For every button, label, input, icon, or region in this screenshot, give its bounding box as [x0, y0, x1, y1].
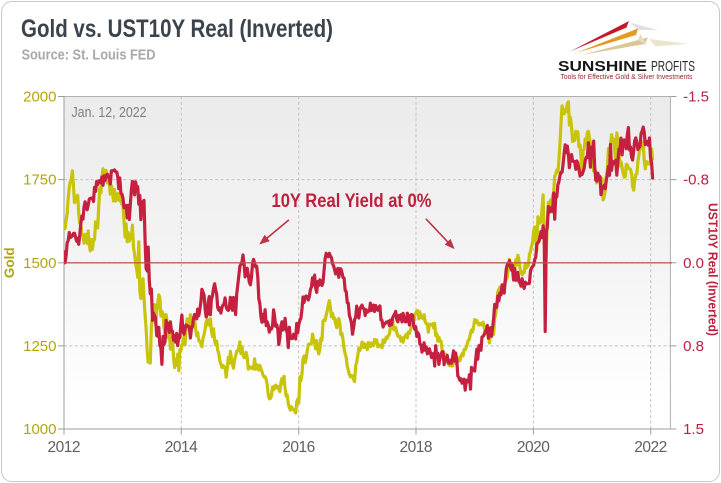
- svg-text:2014: 2014: [165, 439, 198, 456]
- svg-text:1250: 1250: [23, 338, 56, 355]
- svg-text:1500: 1500: [23, 255, 56, 272]
- svg-text:0.8: 0.8: [683, 338, 704, 355]
- svg-text:1000: 1000: [23, 421, 56, 438]
- svg-text:UST10Y Real (Inverted): UST10Y Real (Inverted): [706, 203, 721, 336]
- svg-text:-0.8: -0.8: [683, 172, 709, 189]
- svg-text:Jan. 12, 2022: Jan. 12, 2022: [72, 105, 147, 121]
- svg-text:2000: 2000: [23, 89, 56, 106]
- svg-text:2012: 2012: [48, 439, 81, 456]
- svg-text:Tools for Effective Gold & Sil: Tools for Effective Gold & Silver Invest…: [561, 72, 693, 81]
- svg-text:Source: St. Louis FED: Source: St. Louis FED: [22, 47, 156, 64]
- svg-text:PROFITS: PROFITS: [651, 59, 695, 75]
- svg-text:2020: 2020: [517, 439, 550, 456]
- svg-text:1.5: 1.5: [683, 421, 704, 438]
- svg-text:Gold vs. UST10Y Real (Inverted: Gold vs. UST10Y Real (Inverted): [21, 15, 333, 43]
- svg-text:Gold: Gold: [2, 247, 17, 278]
- svg-text:SUNSHINE: SUNSHINE: [558, 59, 647, 75]
- svg-text:0.0: 0.0: [683, 255, 704, 272]
- svg-text:2018: 2018: [400, 439, 433, 456]
- svg-text:2022: 2022: [634, 439, 667, 456]
- svg-text:-1.5: -1.5: [683, 89, 709, 106]
- svg-text:10Y Real Yield at 0%: 10Y Real Yield at 0%: [272, 191, 432, 212]
- svg-text:2016: 2016: [282, 439, 315, 456]
- svg-text:1750: 1750: [23, 172, 56, 189]
